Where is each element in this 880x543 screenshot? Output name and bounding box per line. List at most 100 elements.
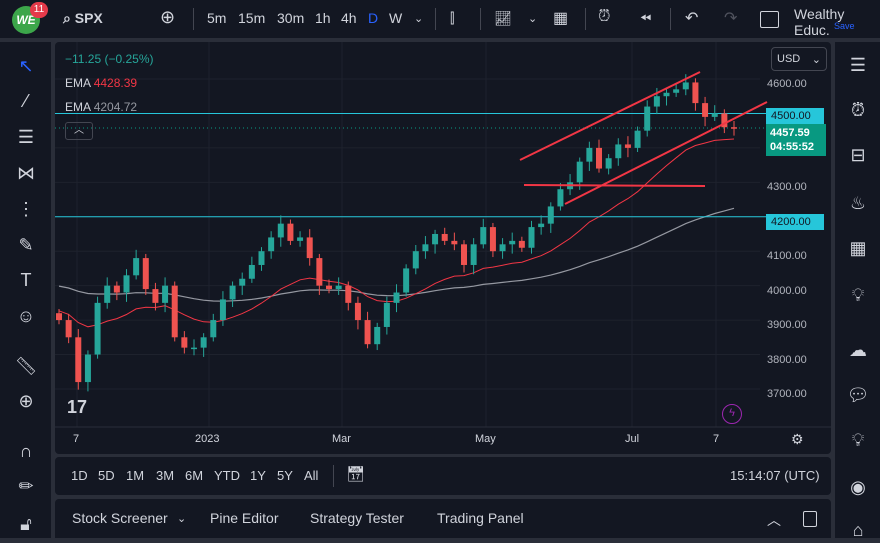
emoji-icon[interactable]: ☺ <box>16 306 36 326</box>
trend-line <box>519 71 701 161</box>
candle-body <box>499 244 506 252</box>
candle-body <box>412 251 419 269</box>
compare-add-icon[interactable]: ⊕ <box>160 7 176 27</box>
range-6m[interactable]: 6M <box>185 468 204 483</box>
symbol-search[interactable]: ⌕ SPX <box>63 10 103 27</box>
range-1y[interactable]: 1Y <box>250 468 266 483</box>
maximize-panel-icon[interactable] <box>803 511 817 527</box>
magnet-icon[interactable]: ∩ <box>19 441 33 461</box>
watchlist-icon[interactable]: ☰ <box>849 55 867 75</box>
settings-gear-icon[interactable]: ⚙ <box>791 431 804 447</box>
chevron-down-icon[interactable]: ⌄ <box>528 13 538 25</box>
chat-cloud-icon[interactable]: ☁ <box>849 340 867 360</box>
tradingview-logo: 17 <box>67 397 88 417</box>
alarm-clock-icon[interactable]: ⏰︎ <box>850 100 866 120</box>
chart-pane[interactable]: −11.25 (−0.25%) EMA 4428.39 EMA 4204.72 … <box>55 42 831 454</box>
fullscreen-icon[interactable] <box>760 11 779 28</box>
price-tick: 4300.00 <box>767 181 807 193</box>
bottom-panel-tabs: Stock Screener ⌄ Pine Editor Strategy Te… <box>55 499 831 538</box>
fib-icon[interactable]: ☰ <box>17 127 35 147</box>
brush-icon[interactable]: ✎ <box>18 235 34 255</box>
chevron-down-icon[interactable]: ⌄ <box>414 13 424 25</box>
hotlist-flame-icon[interactable]: ♨ <box>849 193 867 213</box>
range-all[interactable]: All <box>304 468 319 483</box>
interval-5m[interactable]: 5m <box>207 10 227 26</box>
tab-pine-editor[interactable]: Pine Editor <box>210 510 279 526</box>
events-icon[interactable]: ϟ <box>722 404 742 424</box>
candle-body <box>210 320 217 338</box>
candle-type-icon[interactable]: ⫿ <box>450 10 455 26</box>
indicators-icon[interactable]: 📈︎ <box>494 10 512 26</box>
range-1d[interactable]: 1D <box>71 468 88 483</box>
goto-date-icon[interactable]: 📅︎ <box>346 466 366 483</box>
price-tick: 4600.00 <box>767 78 807 90</box>
chats-icon[interactable]: 💬︎ <box>846 385 870 405</box>
layout-name[interactable]: Wealthy Educ. <box>794 6 845 38</box>
unlock-icon[interactable]: 🔓︎ <box>20 514 32 534</box>
lock-drawings-icon[interactable]: ✏ <box>18 476 34 496</box>
candle-body <box>470 244 477 265</box>
candle-body <box>374 326 381 345</box>
prediction-icon[interactable]: ⋮ <box>17 199 35 219</box>
notifications-icon[interactable]: ⌂ <box>852 520 864 540</box>
add-list-icon[interactable]: ⊟ <box>850 145 866 165</box>
trend-line-icon[interactable]: ⁄ <box>24 91 28 111</box>
ideas-bulb-icon[interactable]: 💡︎ <box>851 285 865 305</box>
pattern-icon[interactable]: ⋈ <box>17 163 35 183</box>
currency-label: USD <box>777 53 801 65</box>
interval-4h[interactable]: 4h <box>341 10 357 26</box>
interval-30m[interactable]: 30m <box>277 10 305 26</box>
candle-body <box>441 233 448 241</box>
right-sidebar: ☰ ⏰︎ ⊟ ♨ ▦ 💡︎ ☁ 💬︎ 💡︎ ◉ ⌂ <box>835 42 880 540</box>
time-tick: 7 <box>713 433 720 445</box>
candle-body <box>84 354 91 383</box>
candle-body <box>123 275 130 293</box>
candle-body <box>451 240 458 245</box>
chevron-up-icon[interactable]: ︿ <box>767 512 781 528</box>
redo-icon[interactable]: ↷ <box>724 10 738 27</box>
range-3m[interactable]: 3M <box>156 468 175 483</box>
time-tick: May <box>475 433 496 445</box>
candle-body <box>171 285 178 338</box>
time-tick: Jul <box>625 433 640 445</box>
replay-icon[interactable]: ⏪︎ <box>640 10 652 26</box>
interval-w[interactable]: W <box>389 10 403 26</box>
candle-body <box>229 285 236 300</box>
cursor-icon[interactable]: ↖ <box>18 56 34 76</box>
alert-clock-icon[interactable]: ⏰︎ <box>598 8 611 25</box>
chevron-down-icon[interactable]: ⌄ <box>177 513 187 525</box>
candle-body <box>142 258 149 290</box>
tab-stock-screener[interactable]: Stock Screener <box>72 510 168 526</box>
range-5d[interactable]: 5D <box>98 468 115 483</box>
interval-1h[interactable]: 1h <box>315 10 331 26</box>
ruler-icon[interactable]: 📏︎ <box>14 356 38 376</box>
interval-15m[interactable]: 15m <box>238 10 266 26</box>
calendar-icon[interactable]: ▦ <box>849 238 867 258</box>
range-5y[interactable]: 5Y <box>277 468 293 483</box>
range-bar: 1D 5D 1M 3M 6M YTD 1Y 5Y All 📅︎ 15:14:07… <box>55 457 831 495</box>
interval-d[interactable]: D <box>368 10 379 26</box>
chevron-down-icon: ⌄ <box>811 54 821 66</box>
save-button[interactable]: Save <box>834 21 855 31</box>
tab-trading-panel[interactable]: Trading Panel <box>437 510 524 526</box>
candle-body <box>133 258 140 276</box>
bar-countdown: 04:55:52 <box>770 141 815 153</box>
candle-body <box>489 227 496 252</box>
range-ytd[interactable]: YTD <box>214 468 240 483</box>
tab-strategy-tester[interactable]: Strategy Tester <box>310 510 404 526</box>
collapse-legend-button[interactable]: ︿ <box>65 122 93 140</box>
top-toolbar: WE 11 ⌕ SPX ⊕ 5m 15m 30m 1h 4h D W ⌄ ⫿ 📈… <box>0 0 880 38</box>
undo-icon[interactable]: ↶ <box>685 10 699 27</box>
currency-select[interactable]: USD ⌄ <box>771 47 827 71</box>
streams-bulb-icon[interactable]: 💡︎ <box>851 430 865 450</box>
clock-utc[interactable]: 15:14:07 (UTC) <box>730 468 820 483</box>
layout-grid-icon[interactable]: ▦ <box>553 10 569 27</box>
candle-body <box>721 113 728 128</box>
range-1m[interactable]: 1M <box>126 468 145 483</box>
price-chart[interactable] <box>55 42 831 454</box>
ema-fast-legend: EMA 4428.39 <box>65 76 137 90</box>
live-stream-icon[interactable]: ◉ <box>850 477 866 497</box>
zoom-in-icon[interactable]: ⊕ <box>18 391 34 411</box>
candle-body <box>403 268 410 293</box>
text-icon[interactable]: T <box>20 270 32 290</box>
